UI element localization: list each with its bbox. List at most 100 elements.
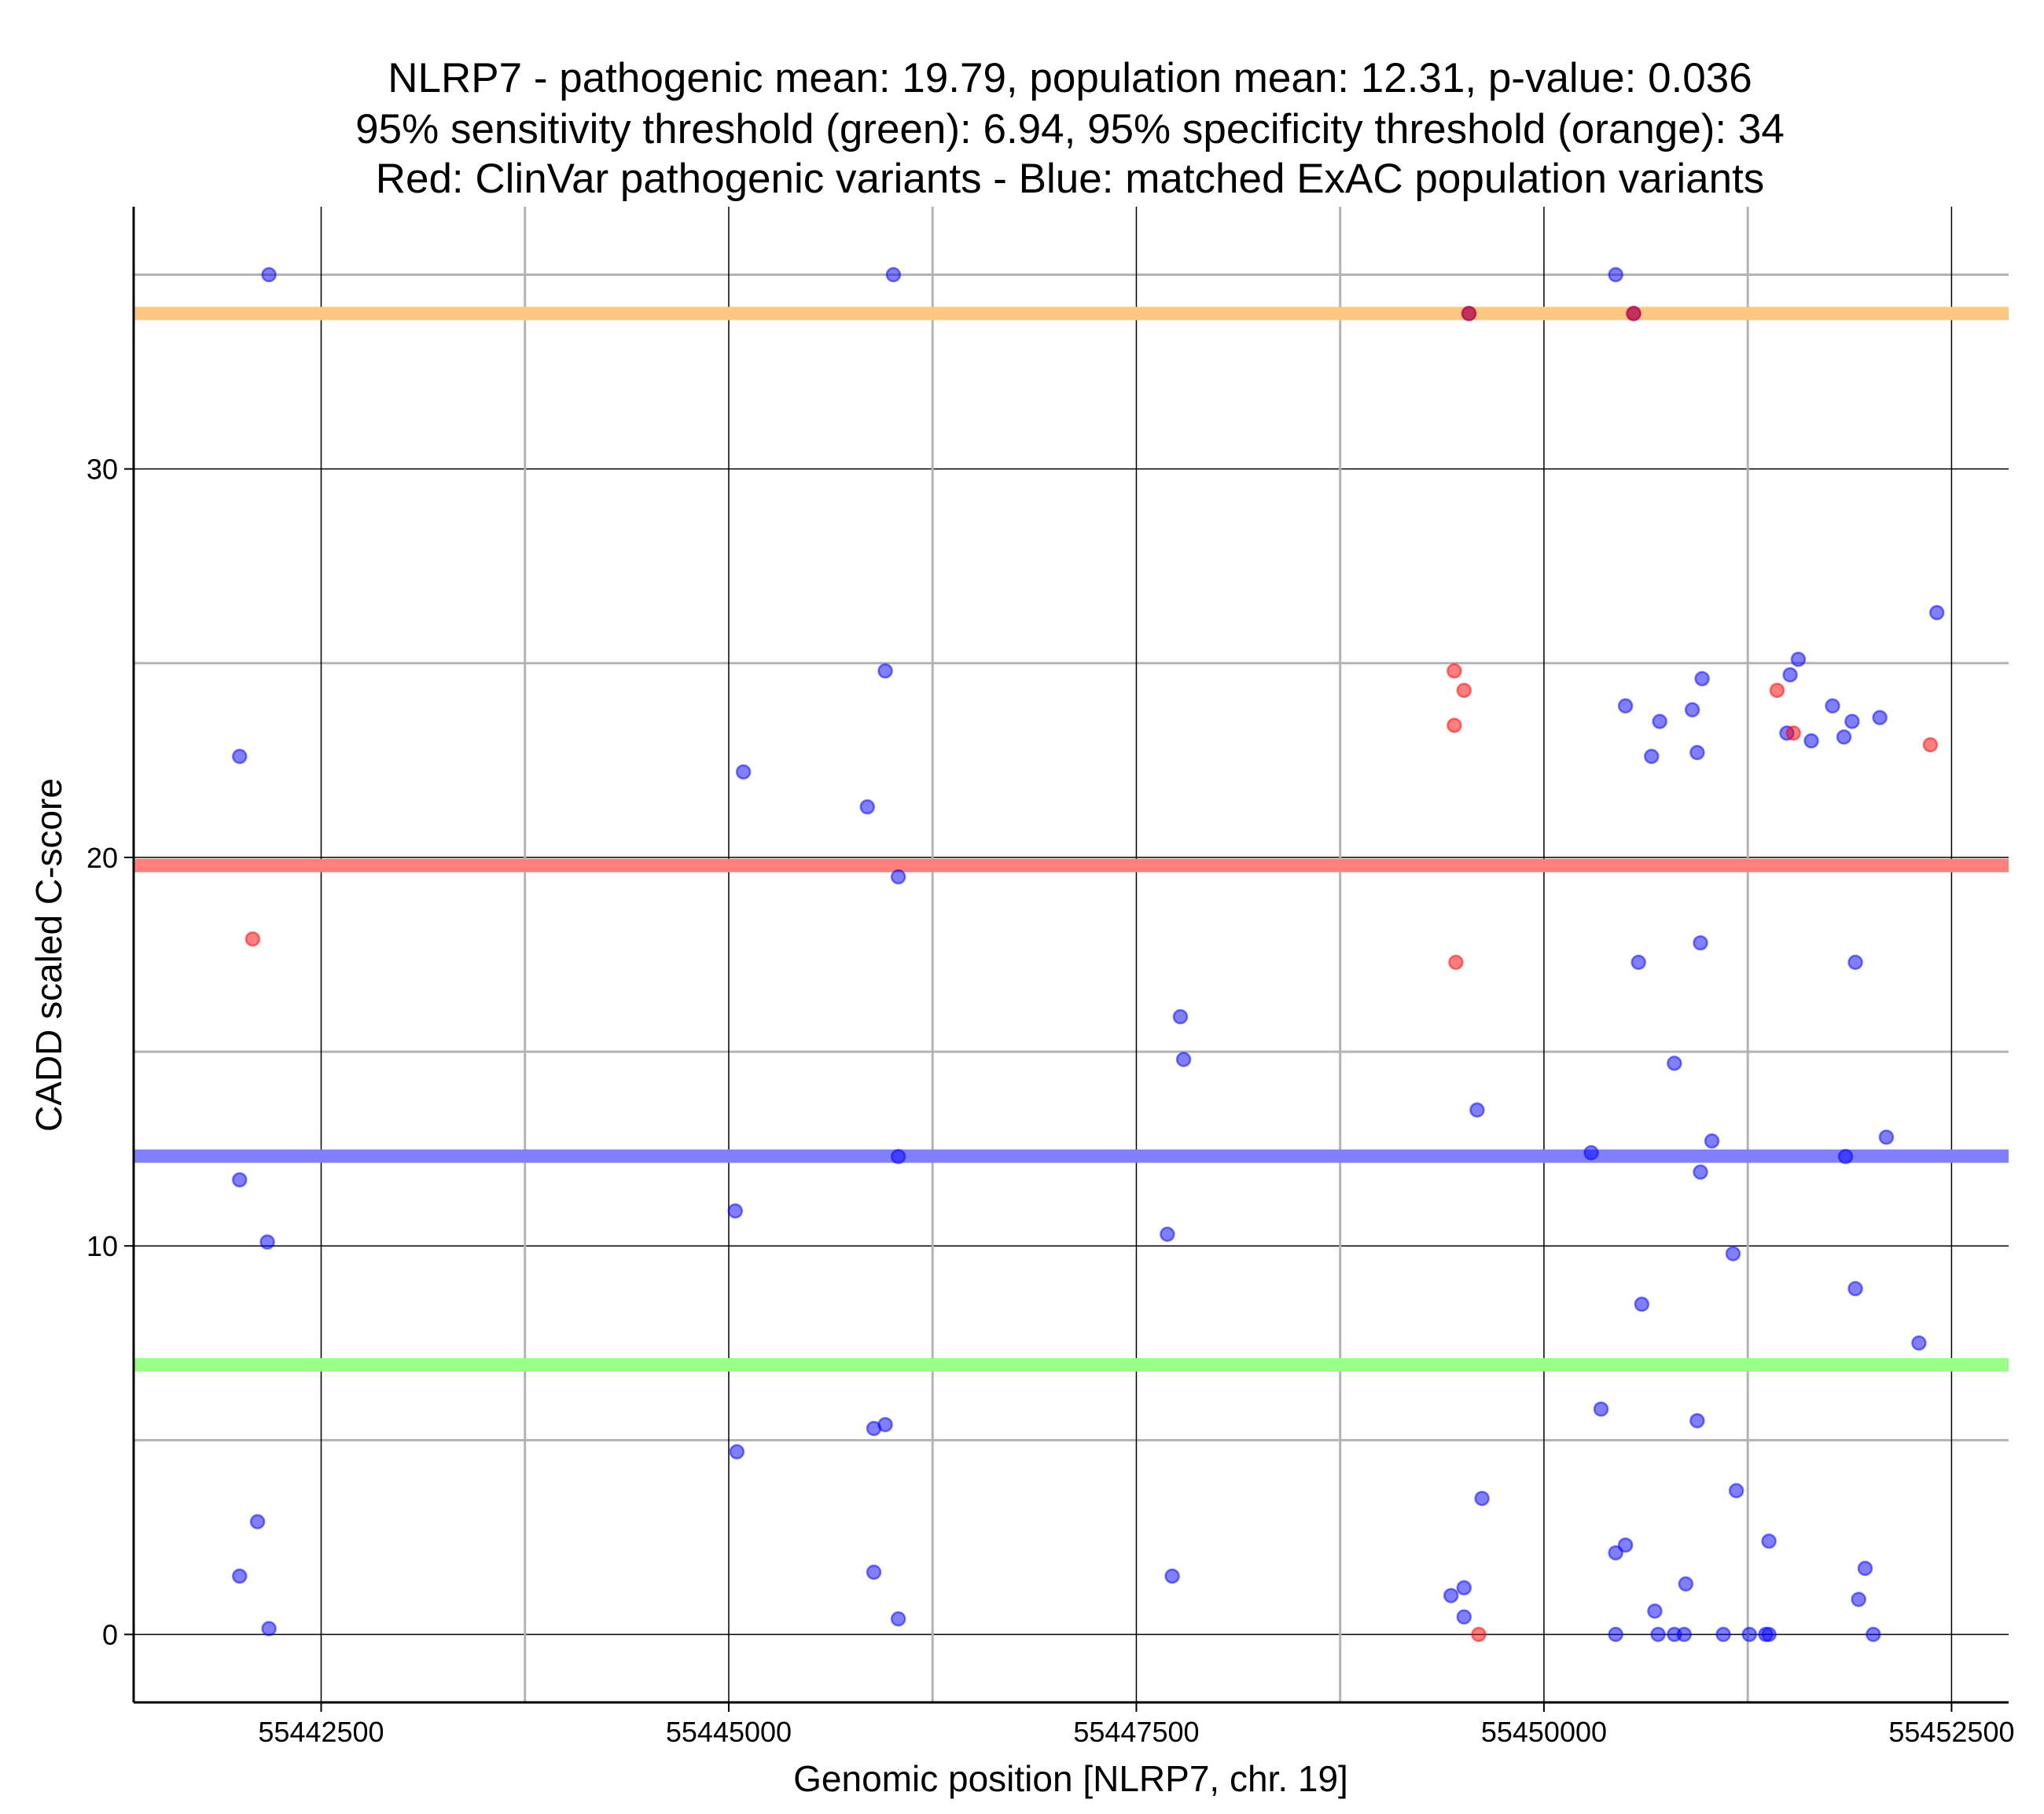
scatter-point: [1761, 1533, 1777, 1549]
scatter-point: [249, 1514, 266, 1529]
scatter-point: [859, 799, 876, 815]
scatter-point: [1872, 710, 1888, 725]
scatter-point: [1844, 714, 1860, 729]
x-tick-label: 55442500: [258, 1716, 384, 1748]
scatter-point: [727, 1203, 744, 1219]
scatter-point: [1447, 718, 1462, 733]
x-tick-label: 55450000: [1481, 1716, 1607, 1748]
chart-title-line-2: 95% sensitivity threshold (green): 6.94,…: [355, 106, 1785, 152]
scatter-point: [1704, 1133, 1720, 1149]
x-axis-ticks: 55442500 55445000 55447500 55450000 55452500: [258, 1702, 2014, 1748]
scatter-point: [1443, 1588, 1459, 1603]
scatter-point: [1911, 1335, 1927, 1351]
scatter-point: [866, 1420, 882, 1437]
scatter-point: [261, 1621, 277, 1636]
scatter-point: [1689, 744, 1705, 761]
scatter-point: [1847, 954, 1863, 971]
scatter-point: [735, 764, 752, 780]
scatter-point: [1608, 266, 1623, 283]
scatter-point: [1456, 1609, 1472, 1625]
scatter-point: [1684, 702, 1700, 718]
scatter-point: [1667, 1056, 1682, 1071]
scatter-point: [1164, 1568, 1180, 1584]
y-axis-ticks: 0 10 20 30: [86, 454, 134, 1651]
scatter-point: [1761, 1626, 1777, 1643]
chart-title-line-1: NLRP7 - pathogenic mean: 19.79, populati…: [388, 55, 1752, 101]
x-tick-label: 55447500: [1073, 1716, 1199, 1748]
scatter-point: [1922, 736, 1939, 753]
y-tick-label: 30: [86, 454, 118, 486]
y-tick-label: 0: [102, 1619, 118, 1651]
x-tick-label: 55452500: [1888, 1716, 2014, 1748]
scatter-point: [1803, 733, 1819, 749]
scatter-point: [1769, 682, 1785, 699]
scatter-point: [1741, 1626, 1757, 1643]
scatter-point: [1652, 714, 1667, 729]
scatter-point: [1647, 1603, 1663, 1619]
reference-lines: [134, 307, 2009, 1372]
scatter-point: [1608, 1626, 1623, 1643]
scatter-point: [244, 931, 261, 947]
scatter-point: [1626, 306, 1641, 321]
scatter-point: [1650, 1626, 1666, 1643]
scatter-point: [729, 1444, 745, 1460]
scatter-point: [890, 868, 906, 885]
scatter-point: [1593, 1401, 1609, 1417]
scatter-point: [232, 1172, 248, 1188]
scatter-point: [1456, 682, 1472, 699]
scatter-point: [1689, 1412, 1705, 1429]
scatter-point: [1782, 666, 1798, 683]
scatter-point: [259, 1234, 275, 1250]
scatter-point: [1847, 1280, 1863, 1297]
scatter-point: [1676, 1626, 1693, 1643]
scatter-point: [890, 1610, 906, 1627]
scatter-point: [261, 266, 277, 283]
scatter-point: [1715, 1626, 1731, 1643]
scatter-point: [1469, 1102, 1485, 1118]
scatter-point: [1160, 1226, 1175, 1243]
scatter-point: [232, 748, 248, 765]
scatter-point: [1678, 1576, 1694, 1592]
scatter-point: [1851, 1592, 1866, 1607]
data-points: [232, 266, 1945, 1643]
scatter-point: [1172, 1008, 1189, 1025]
scatter-point: [1617, 1537, 1634, 1553]
y-tick-label: 10: [86, 1230, 118, 1262]
scatter-point: [1471, 1626, 1487, 1643]
scatter-point: [1461, 306, 1477, 321]
scatter-point: [1725, 1246, 1741, 1261]
y-axis-title: CADD scaled C-score: [28, 778, 69, 1132]
scatter-point: [1634, 1296, 1650, 1313]
scatter-point: [1928, 604, 1945, 621]
scatter-point: [890, 1148, 906, 1165]
gridlines: [134, 207, 2009, 1702]
chart-title-line-3: Red: ClinVar pathogenic variants - Blue:…: [376, 156, 1765, 202]
scatter-point: [1785, 725, 1801, 741]
scatter-point: [1837, 1148, 1854, 1165]
scatter-point: [1878, 1129, 1895, 1145]
scatter-point: [1866, 1626, 1881, 1643]
scatter-point: [1857, 1560, 1873, 1577]
scatter-point: [1694, 670, 1710, 687]
scatter-point: [1630, 954, 1646, 971]
scatter-point: [232, 1568, 248, 1584]
scatter-point: [1644, 748, 1660, 765]
x-tick-label: 55445000: [666, 1716, 792, 1748]
y-tick-label: 20: [86, 842, 118, 874]
scatter-point: [1608, 1544, 1623, 1561]
scatter-point: [1617, 698, 1634, 714]
scatter-point: [1583, 1144, 1599, 1161]
scatter-point: [877, 663, 893, 679]
scatter-point: [1836, 729, 1852, 745]
scatter-point: [1790, 652, 1807, 667]
scatter-point: [1728, 1482, 1744, 1499]
scatter-point: [1693, 1164, 1708, 1181]
x-axis-title: Genomic position [NLRP7, chr. 19]: [793, 1758, 1348, 1799]
scatter-point: [866, 1564, 882, 1581]
scatter-point: [1447, 663, 1462, 679]
scatter-point: [885, 266, 902, 283]
scatter-point: [1693, 935, 1708, 951]
scatter-point: [1456, 1580, 1472, 1596]
